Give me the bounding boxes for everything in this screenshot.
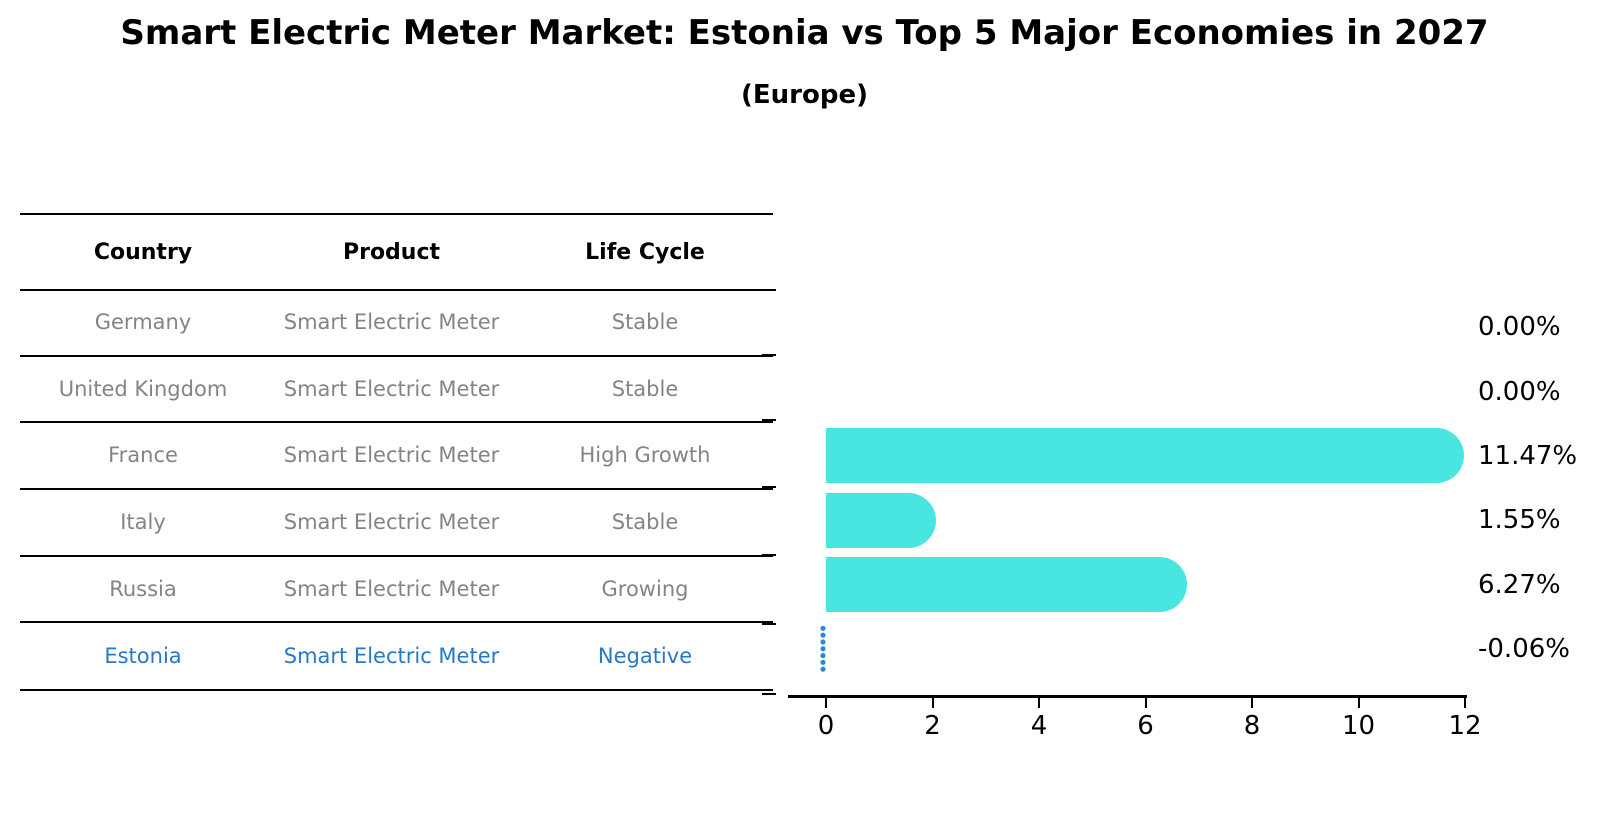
table-header-cell: Product bbox=[342, 239, 441, 265]
table-horizontal-rule bbox=[20, 421, 773, 423]
value-label: -0.06% bbox=[1478, 634, 1570, 664]
x-axis-tick-label: 2 bbox=[924, 711, 941, 741]
x-axis-tick-label: 0 bbox=[817, 711, 835, 741]
x-axis-tick-label: 8 bbox=[1243, 711, 1261, 741]
x-axis-tick bbox=[1038, 698, 1040, 708]
bar-france bbox=[826, 428, 1465, 483]
table-horizontal-rule bbox=[20, 213, 773, 215]
y-axis-tick bbox=[762, 486, 776, 488]
table-cell-life_cycle: Growing bbox=[601, 577, 689, 601]
table-cell-product: Smart Electric Meter bbox=[283, 644, 500, 668]
value-label: 0.00% bbox=[1478, 376, 1561, 407]
table-cell-country: United Kingdom bbox=[58, 377, 228, 401]
x-axis-tick bbox=[1357, 698, 1360, 708]
table-cell-product: Smart Electric Meter bbox=[283, 510, 500, 534]
table-header-cell: Country bbox=[93, 239, 193, 265]
table-cell-country: Russia bbox=[109, 577, 177, 601]
y-axis-tick bbox=[762, 623, 776, 625]
x-axis-tick-label: 12 bbox=[1448, 711, 1482, 741]
value-label: 6.27% bbox=[1478, 569, 1561, 600]
table-cell-life_cycle: Stable bbox=[611, 310, 679, 334]
table-row: Russia Smart Electric Meter Growing bbox=[20, 556, 773, 622]
table-horizontal-rule bbox=[20, 289, 773, 291]
x-axis-tick-label: 4 bbox=[1030, 711, 1048, 741]
table-cell-life_cycle: Stable bbox=[611, 510, 679, 534]
y-axis-tick bbox=[762, 419, 776, 421]
y-axis-tick bbox=[762, 354, 776, 356]
table-row: Germany Smart Electric Meter Stable bbox=[20, 289, 773, 355]
y-axis-tick bbox=[762, 693, 776, 695]
y-axis-tick bbox=[762, 554, 776, 556]
table-cell-country: France bbox=[108, 443, 178, 467]
table-cell-life_cycle: High Growth bbox=[579, 443, 711, 467]
chart-title: Smart Electric Meter Market: Estonia vs … bbox=[120, 13, 1489, 53]
x-axis-tick bbox=[825, 698, 827, 708]
x-axis-tick-label: 10 bbox=[1341, 711, 1376, 741]
table-horizontal-rule bbox=[20, 555, 773, 557]
value-label: 0.00% bbox=[1478, 312, 1561, 342]
table-cell-country: Estonia bbox=[104, 644, 182, 668]
table-row: United Kingdom Smart Electric Meter Stable bbox=[20, 356, 773, 422]
x-axis-tick bbox=[1144, 698, 1147, 708]
value-label: 1.55% bbox=[1478, 505, 1561, 535]
bar-russia bbox=[826, 557, 1188, 612]
table-header-row: Country Product Life Cycle bbox=[20, 219, 773, 285]
table-cell-country: Germany bbox=[94, 310, 192, 334]
table-header-cell: Life Cycle bbox=[585, 239, 705, 265]
table-horizontal-rule bbox=[20, 355, 773, 357]
table-horizontal-rule bbox=[20, 488, 773, 490]
table-cell-life_cycle: Stable bbox=[611, 377, 679, 401]
table-cell-product: Smart Electric Meter bbox=[283, 577, 500, 601]
table-cell-country: Italy bbox=[120, 510, 166, 534]
x-axis-tick bbox=[931, 698, 934, 708]
table-cell-product: Smart Electric Meter bbox=[283, 443, 500, 467]
table-horizontal-rule bbox=[20, 621, 773, 623]
x-axis-tick-label: 6 bbox=[1137, 711, 1154, 741]
value-label: 11.47% bbox=[1478, 440, 1578, 471]
x-axis-tick bbox=[1464, 698, 1466, 708]
chart-subtitle: (Europe) bbox=[741, 80, 868, 110]
table-row: Estonia Smart Electric Meter Negative bbox=[20, 623, 773, 689]
table-cell-life_cycle: Negative bbox=[597, 644, 693, 668]
y-axis-tick bbox=[762, 289, 776, 291]
x-axis-tick bbox=[1251, 698, 1253, 708]
table-cell-product: Smart Electric Meter bbox=[283, 377, 500, 401]
table-horizontal-rule bbox=[20, 689, 773, 691]
x-axis-spine bbox=[788, 695, 1467, 698]
table-row: Italy Smart Electric Meter Stable bbox=[20, 489, 773, 555]
bar-italy bbox=[826, 492, 937, 548]
table-cell-product: Smart Electric Meter bbox=[283, 310, 500, 334]
table-row: France Smart Electric Meter High Growth bbox=[20, 422, 773, 488]
negative-value-marker-estonia bbox=[819, 625, 826, 673]
